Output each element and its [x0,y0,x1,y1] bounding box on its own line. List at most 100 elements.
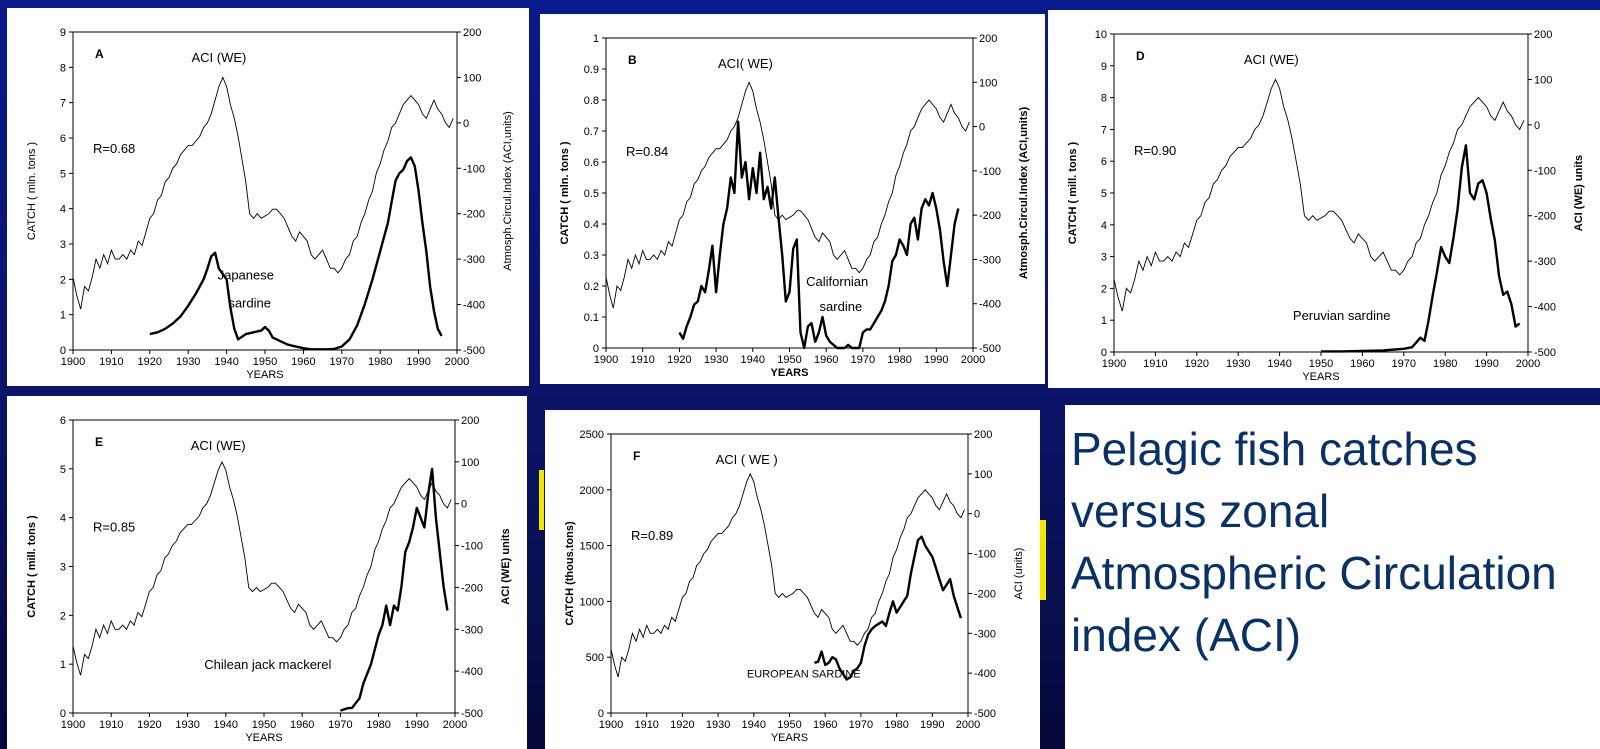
x-tick-label: 1960 [1350,358,1374,370]
y-tick-label: 0.1 [584,312,599,324]
y2-tick-label: 0 [979,122,985,134]
aci-series-line [605,81,970,309]
x-tick-label: 1980 [368,356,392,368]
decorative-bar [1040,520,1046,600]
x-axis-label: YEARS [1302,371,1339,383]
x-tick-label: 1910 [630,354,654,366]
chart-panel-f: 1900 1910 1920 1930 1940 1950 1960 1970 1980 1990… [545,410,1040,749]
slide-caption: Pelagic fish catches versus zonal Atmosp… [1071,423,1557,661]
panel-label: B [628,53,637,67]
y-tick-label: 2 [60,610,66,622]
correlation-label: R=0.85 [93,519,135,534]
x-tick-label: 1990 [924,354,948,366]
y-tick-label: 3 [60,239,66,251]
y-tick-label: 4 [60,513,66,525]
x-tick-label: 1960 [814,354,838,366]
y2-tick-label: -500 [1534,347,1556,359]
x-tick-label: 1960 [291,356,315,368]
y2-tick-label: -400 [979,299,1001,311]
y-tick-label: 1500 [580,541,604,553]
caption-box [1065,405,1600,749]
y-tick-label: 0.9 [584,64,599,76]
plot-frame [605,37,974,349]
panel-label: D [1136,49,1145,63]
y2-tick-label: -300 [461,624,483,636]
panel-label: E [95,435,103,449]
aci-label: ACI ( WE ) [716,452,778,467]
series-label: Californian [806,274,868,289]
y-tick-label: 4 [1101,220,1107,232]
x-tick-label: 1980 [366,719,390,731]
y2-tick-label: 100 [463,72,481,84]
y2-tick-label: 0 [1534,120,1540,132]
y-tick-label: 6 [1101,156,1107,168]
series-label: sardine [228,296,271,311]
x-tick-label: 1940 [742,719,766,731]
correlation-label: R=0.68 [93,141,135,156]
x-tick-label: 1960 [290,719,314,731]
aci-series-line [610,472,965,678]
x-tick-label: 1970 [851,354,875,366]
x-tick-label: 1980 [884,719,908,731]
y-tick-label: 3 [1101,252,1107,264]
catch-series-line [149,156,443,351]
y2-tick-label: 200 [974,429,992,441]
x-tick-label: 1940 [214,356,238,368]
x-tick-label: 1970 [330,356,354,368]
y-axis-label: CATCH ( mill. tons ) [26,515,38,618]
x-tick-label: 1970 [849,719,873,731]
y-tick-label: 5 [1101,188,1107,200]
correlation-label: R=0.84 [626,144,668,159]
y-tick-label: 2 [60,274,66,286]
y2-tick-label: 200 [463,27,481,39]
x-tick-label: 1990 [405,719,429,731]
y2-tick-label: 100 [979,77,997,89]
panel-label: A [95,47,104,61]
y2-tick-label: 0 [463,118,469,130]
x-tick-label: 2000 [1516,358,1540,370]
y-tick-label: 9 [60,27,66,39]
x-tick-label: 1930 [706,719,730,731]
x-tick-label: 1960 [813,719,837,731]
y-tick-label: 8 [1101,93,1107,105]
y2-tick-label: 200 [1534,29,1552,41]
x-tick-label: 1920 [1185,358,1209,370]
y2-tick-label: 200 [979,33,997,45]
y-tick-label: 1 [60,659,66,671]
y2-tick-label: -400 [974,668,996,680]
y2-tick-label: -100 [463,163,485,175]
y2-tick-label: -100 [974,549,996,561]
aci-label: ACI (WE) [191,50,246,65]
y-tick-label: 0 [60,345,66,357]
chart-panel-b: 1900 1910 1920 1930 1940 1950 1960 1970 1980 1990… [540,14,1045,384]
aci-label: ACI (WE) [1244,52,1299,67]
x-tick-label: 1950 [777,354,801,366]
catch-series-line [814,535,963,681]
y-tick-label: 6 [60,133,66,145]
x-axis-label: YEARS [771,367,809,379]
y-tick-label: 0.8 [584,95,599,107]
y2-tick-label: 100 [461,457,479,469]
y-tick-label: 2000 [580,485,604,497]
x-tick-label: 2000 [445,356,469,368]
catch-series-line [340,467,449,712]
y2-tick-label: -100 [461,541,483,553]
y2-axis-label: ACI (WE) units [500,528,512,604]
x-tick-label: 1900 [61,356,85,368]
aci-label: ACI (WE) [191,438,246,453]
y2-tick-label: -200 [463,209,485,221]
x-tick-label: 1990 [1474,358,1498,370]
x-tick-label: 1990 [406,356,430,368]
y-tick-label: 4 [60,204,66,216]
x-tick-label: 1980 [887,354,911,366]
y-tick-label: 0.7 [584,126,599,138]
x-tick-label: 1910 [1143,358,1167,370]
aci-series-line [72,76,454,310]
correlation-label: R=0.89 [631,528,673,543]
y2-tick-label: -100 [1534,165,1556,177]
y2-axis-label: Atmosph.Circul.Index (ACI,units) [1018,106,1030,279]
y2-tick-label: -300 [1534,256,1556,268]
y-tick-label: 2 [1101,283,1107,295]
y-tick-label: 5 [60,464,66,476]
x-axis-label: YEARS [246,369,283,381]
